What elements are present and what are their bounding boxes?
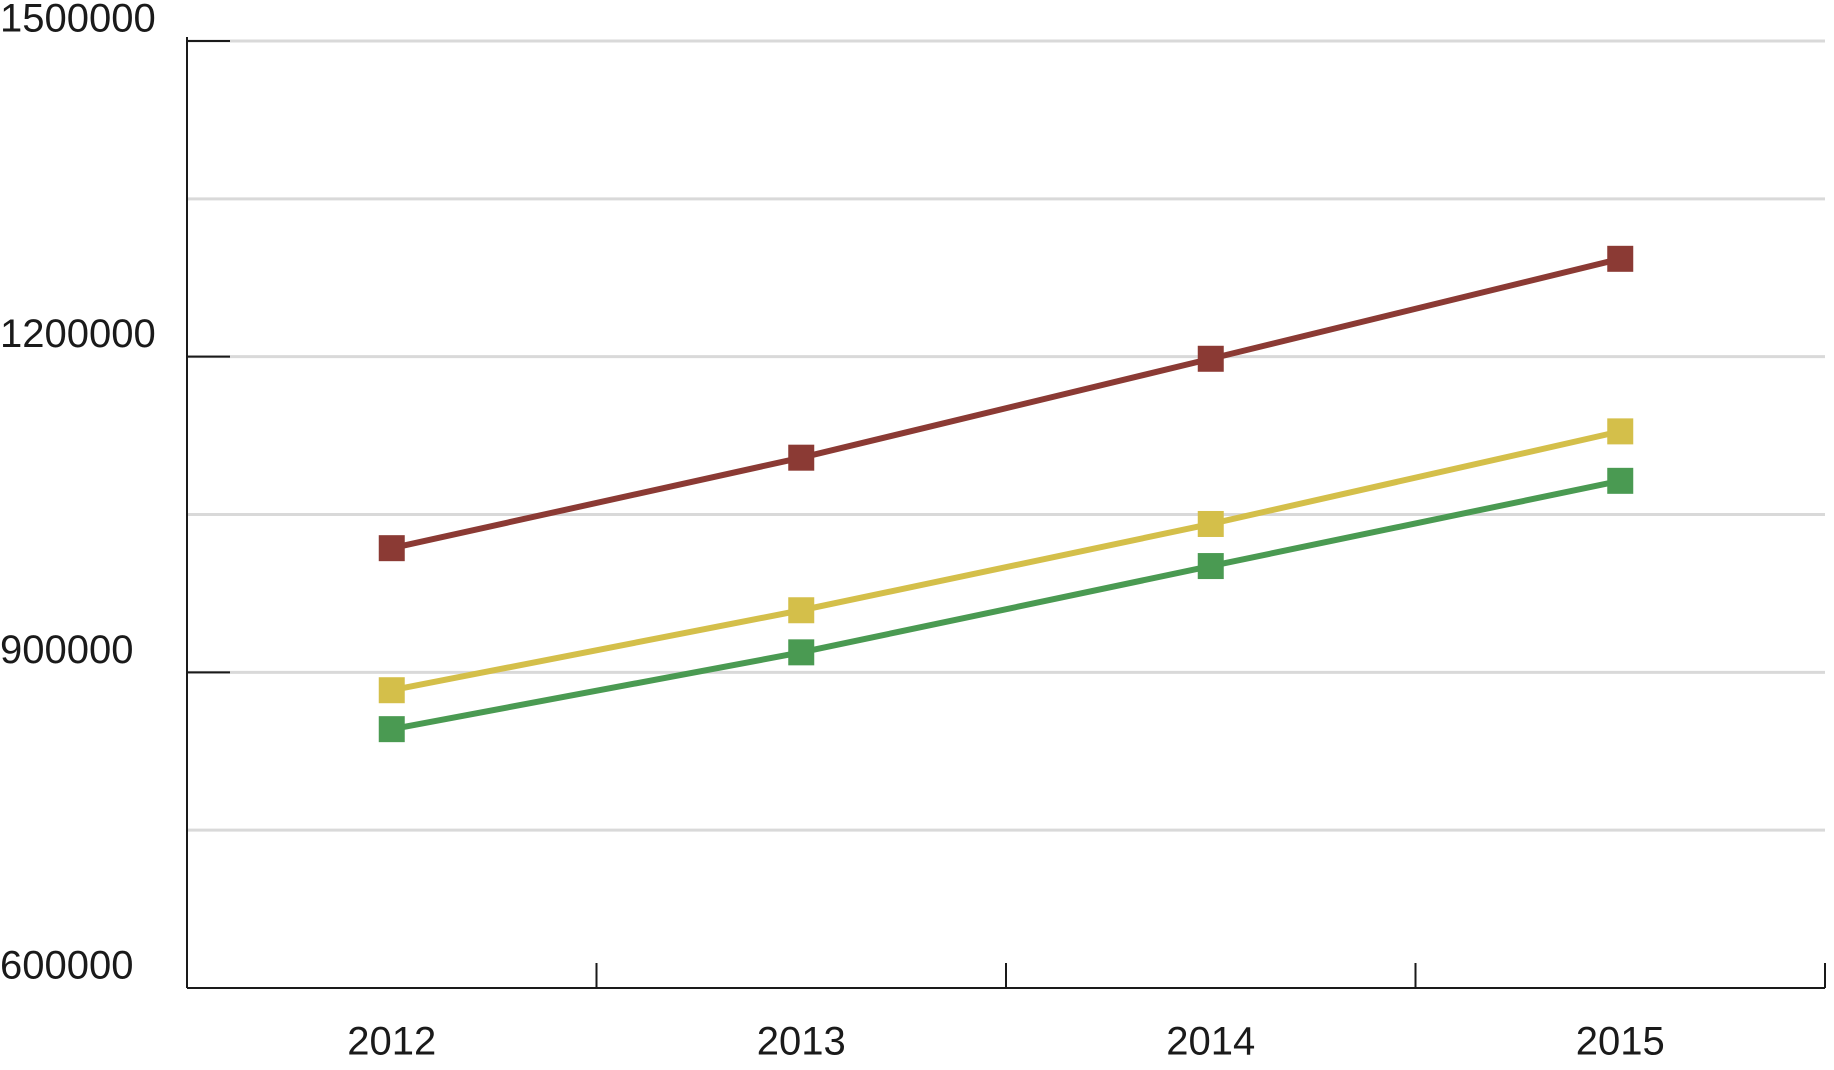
marker xyxy=(788,639,815,666)
y-tick-label: 1500000 xyxy=(0,0,156,41)
x-tick-label: 2012 xyxy=(347,1020,436,1064)
series-line xyxy=(391,255,1621,552)
marker xyxy=(788,444,815,471)
marker xyxy=(1197,345,1224,372)
x-tick-label: 2015 xyxy=(1576,1020,1665,1064)
marker xyxy=(1197,553,1224,580)
y-tick-label: 900000 xyxy=(0,628,133,672)
x-tick-label: 2013 xyxy=(757,1020,846,1064)
marker xyxy=(378,535,405,562)
x-tick-label: 2014 xyxy=(1166,1020,1255,1064)
marker xyxy=(1607,418,1634,445)
marker xyxy=(1607,467,1634,494)
marker xyxy=(378,716,405,743)
marker xyxy=(1197,510,1224,537)
marker xyxy=(1607,245,1634,272)
y-tick-label: 1200000 xyxy=(0,312,156,356)
marker xyxy=(378,677,405,704)
marker xyxy=(788,597,815,624)
series-line xyxy=(391,428,1621,694)
y-tick-label: 600000 xyxy=(0,944,133,988)
series-line xyxy=(391,477,1621,733)
